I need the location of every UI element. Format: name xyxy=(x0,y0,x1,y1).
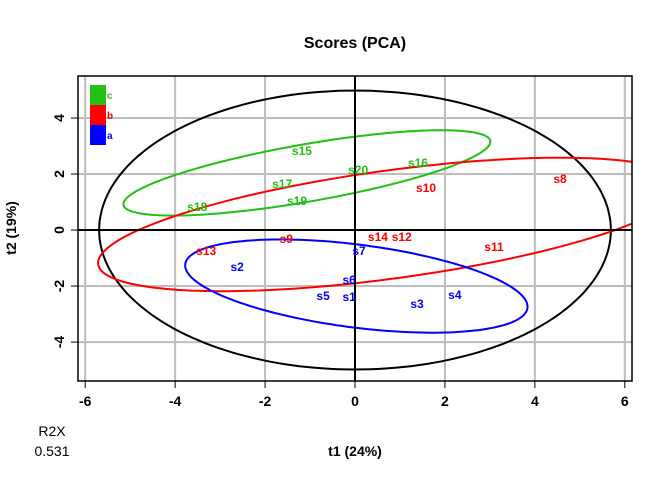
point-label-s3: s3 xyxy=(410,297,424,311)
y-axis-label: t2 (19%) xyxy=(3,201,19,255)
legend-label-a: a xyxy=(107,131,113,142)
point-label-s11: s11 xyxy=(484,240,504,254)
x-tick-label: 6 xyxy=(621,393,629,409)
y-tick-label: 2 xyxy=(51,170,67,178)
x-tick-label: 4 xyxy=(531,393,539,409)
y-tick-label: -2 xyxy=(51,280,67,293)
point-label-s5: s5 xyxy=(316,289,330,303)
point-label-s13: s13 xyxy=(196,244,216,258)
point-label-s7: s7 xyxy=(352,244,366,258)
x-tick-label: 2 xyxy=(441,393,449,409)
group-ellipse-a xyxy=(184,238,529,334)
zero-lines xyxy=(78,76,632,381)
x-tick-label: -4 xyxy=(169,393,182,409)
y-tick-label: 4 xyxy=(51,114,67,122)
point-label-s15: s15 xyxy=(292,144,312,158)
y-tick-label: -4 xyxy=(51,336,67,349)
x-axis-label: t1 (24%) xyxy=(328,443,382,459)
r2x-label: R2X xyxy=(38,423,66,439)
points: s1 s2 s3 s4 s5 s6 s7 s8 s9 s10 s11 s12 s13 s14 s15 s16 s… xyxy=(187,144,567,311)
legend-swatch-b xyxy=(90,105,106,125)
point-label-s8: s8 xyxy=(553,172,567,186)
point-label-s14: s14 xyxy=(368,230,388,244)
point-label-s2: s2 xyxy=(231,260,245,274)
ticks: -6 -4 -2 0 2 4 6 -4 -2 0 2 4 xyxy=(51,114,629,409)
legend-swatch-a xyxy=(90,125,106,145)
point-label-s1: s1 xyxy=(342,290,356,304)
legend-label-b: b xyxy=(107,111,113,122)
point-label-s20: s20 xyxy=(348,163,368,177)
chart-title: Scores (PCA) xyxy=(304,35,406,52)
x-tick-label: -2 xyxy=(259,393,272,409)
point-label-s17: s17 xyxy=(272,177,292,191)
legend: cba xyxy=(90,85,113,145)
legend-label-c: c xyxy=(107,91,113,102)
point-label-s9: s9 xyxy=(280,232,294,246)
x-tick-label: -6 xyxy=(79,393,92,409)
legend-swatch-c xyxy=(90,85,106,105)
point-label-s16: s16 xyxy=(408,156,428,170)
point-label-s12: s12 xyxy=(392,230,412,244)
point-label-s19: s19 xyxy=(287,194,307,208)
point-label-s6: s6 xyxy=(342,273,356,287)
r2x-value: 0.531 xyxy=(34,443,69,459)
x-tick-label: 0 xyxy=(351,393,359,409)
point-label-s4: s4 xyxy=(448,288,462,302)
group-ellipse-b xyxy=(97,156,632,293)
group-ellipse-c xyxy=(122,129,492,217)
point-label-s10: s10 xyxy=(416,181,436,195)
y-tick-label: 0 xyxy=(51,226,67,234)
point-label-s18: s18 xyxy=(187,200,207,214)
